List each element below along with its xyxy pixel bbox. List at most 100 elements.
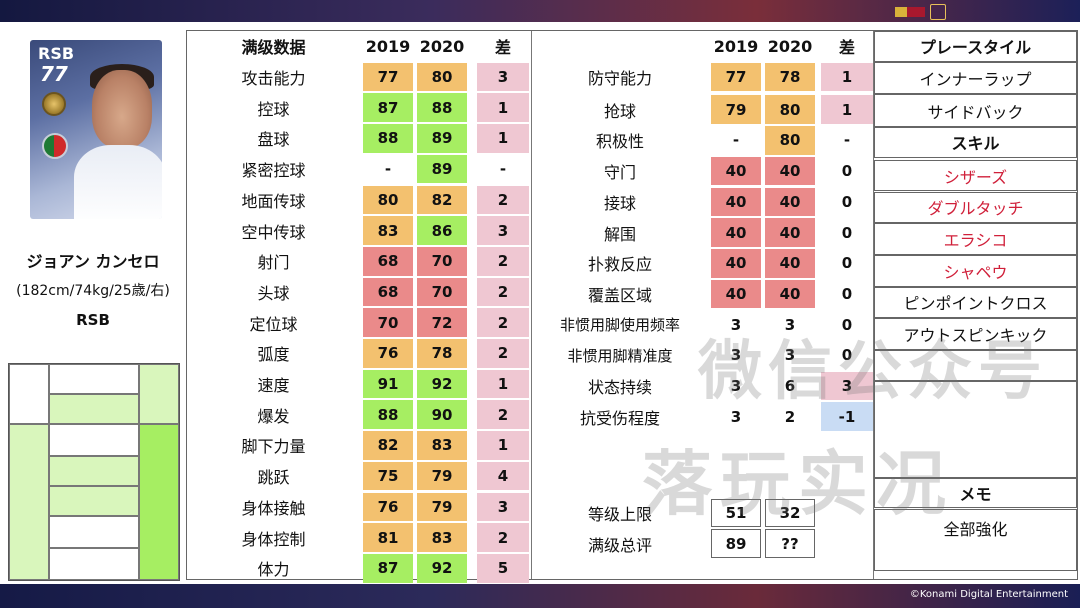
left-stat-2020: 89 bbox=[417, 124, 467, 153]
player-shirt bbox=[74, 145, 162, 219]
left-stat-2020: 83 bbox=[417, 431, 467, 460]
right-stat-2019: 40 bbox=[711, 187, 761, 217]
right-header-2019: 2019 bbox=[713, 36, 759, 56]
position-cell bbox=[49, 424, 139, 456]
left-stat-label: 身体控制 bbox=[241, 529, 306, 549]
right-stat-2020: 3 bbox=[784, 346, 796, 365]
right-stat-diff: 3 bbox=[821, 371, 873, 401]
copyright: ©Konami Digital Entertainment bbox=[909, 589, 1068, 600]
right-stat-diff: 0 bbox=[841, 223, 853, 242]
column-divider bbox=[873, 31, 874, 579]
limit-2020: 32 bbox=[765, 498, 815, 528]
right-stat-2020: 78 bbox=[765, 62, 815, 92]
right-stat-label: 守门 bbox=[603, 163, 636, 183]
right-stat-2020: 80 bbox=[765, 126, 815, 155]
left-stat-2020: 80 bbox=[417, 62, 467, 92]
skill-item: エラシコ bbox=[874, 223, 1077, 255]
stats-table: 满级数据 2019 2020 差攻击能力 77 80 3 控球 87 88 1 盘球 88 89 1 紧密控球… bbox=[186, 30, 1078, 583]
left-stat-label: 定位球 bbox=[249, 314, 298, 334]
left-stat-diff: 2 bbox=[477, 185, 529, 215]
left-stat-diff: 1 bbox=[477, 93, 529, 123]
playstyle-item: サイドバック bbox=[874, 94, 1077, 128]
left-stat-2019: 88 bbox=[363, 124, 413, 153]
left-stat-2020: 90 bbox=[417, 400, 467, 430]
left-stat-diff: 2 bbox=[477, 339, 529, 368]
card-rating: 77 bbox=[40, 62, 68, 86]
left-header-2020: 2020 bbox=[419, 36, 465, 56]
right-header-2020: 2020 bbox=[767, 36, 813, 56]
left-stat-2020: 79 bbox=[417, 492, 467, 522]
limit-2019: 51 bbox=[711, 498, 761, 528]
skills-header: スキル bbox=[874, 127, 1077, 158]
position-cell bbox=[49, 486, 139, 516]
empty-slot bbox=[874, 350, 1077, 381]
left-stat-label: 射门 bbox=[257, 253, 290, 273]
right-stat-diff: -1 bbox=[821, 402, 873, 432]
left-stat-2020: 72 bbox=[417, 308, 467, 337]
right-stat-2019: 3 bbox=[730, 407, 742, 426]
skill-item: シザーズ bbox=[874, 159, 1077, 192]
player-name: ジョアン カンセロ bbox=[26, 252, 160, 271]
right-stat-label: 非惯用脚精准度 bbox=[567, 346, 673, 365]
right-stat-diff: 0 bbox=[841, 284, 853, 303]
left-header-label: 满级数据 bbox=[241, 38, 306, 58]
position-cell bbox=[49, 456, 139, 486]
left-stat-diff: 1 bbox=[477, 369, 529, 399]
memo-text: 全部強化 bbox=[874, 508, 1077, 571]
left-stat-label: 爆发 bbox=[257, 406, 290, 426]
player-card: RSB 77 bbox=[30, 40, 162, 219]
left-stat-label: 空中传球 bbox=[241, 222, 306, 242]
position-cell bbox=[9, 424, 49, 580]
medal-icon bbox=[42, 92, 66, 116]
right-stat-2020: 40 bbox=[765, 218, 815, 247]
left-stat-label: 脚下力量 bbox=[241, 437, 306, 457]
left-stat-label: 地面传球 bbox=[241, 191, 306, 211]
right-stat-label: 非惯用脚使用频率 bbox=[559, 316, 680, 335]
position-cell bbox=[9, 364, 49, 424]
right-stat-label: 接球 bbox=[603, 193, 636, 213]
right-stat-2020: 2 bbox=[784, 407, 796, 426]
left-stat-label: 攻击能力 bbox=[241, 69, 306, 89]
left-stat-diff: 4 bbox=[477, 461, 529, 491]
left-stat-2019: 80 bbox=[363, 185, 413, 215]
left-stat-2019: 88 bbox=[363, 400, 413, 430]
right-stat-2020: 6 bbox=[784, 377, 796, 396]
right-stat-2019: 3 bbox=[730, 315, 742, 334]
position-cell bbox=[49, 548, 139, 580]
left-header-diff: 差 bbox=[494, 38, 511, 58]
right-stat-2019: 40 bbox=[711, 156, 761, 186]
left-stat-diff: 2 bbox=[477, 246, 529, 276]
right-stat-2020: 3 bbox=[784, 315, 796, 334]
left-stat-2020: 70 bbox=[417, 277, 467, 307]
position-cell bbox=[49, 394, 139, 424]
left-stat-2020: 89 bbox=[417, 154, 467, 184]
left-stat-2020: 83 bbox=[417, 523, 467, 552]
left-stat-2020: 86 bbox=[417, 216, 467, 245]
right-header-diff: 差 bbox=[838, 38, 855, 58]
left-stat-2019: 83 bbox=[363, 216, 413, 245]
position-cell bbox=[49, 364, 139, 394]
position-cell bbox=[49, 516, 139, 548]
skill-item: シャペウ bbox=[874, 254, 1077, 287]
right-stat-diff: - bbox=[843, 131, 851, 150]
top-banner bbox=[0, 0, 1080, 22]
left-stat-diff: - bbox=[499, 160, 507, 179]
overall-2019: 89 bbox=[711, 529, 761, 558]
left-stat-2019: 81 bbox=[363, 523, 413, 552]
left-stat-diff: 2 bbox=[477, 400, 529, 430]
left-stat-label: 头球 bbox=[257, 283, 290, 303]
left-stat-2020: 78 bbox=[417, 339, 467, 368]
left-stat-label: 跳跃 bbox=[257, 468, 290, 488]
left-stat-diff: 5 bbox=[477, 553, 529, 583]
right-stat-2019: 40 bbox=[711, 248, 761, 278]
right-stat-2020: 40 bbox=[765, 248, 815, 278]
right-stat-diff: 0 bbox=[841, 346, 853, 365]
overall-label: 满级总评 bbox=[587, 535, 652, 555]
card-position: RSB bbox=[38, 44, 75, 63]
left-stat-2019: - bbox=[384, 160, 392, 179]
right-stat-label: 解围 bbox=[603, 224, 636, 244]
stats-panel bbox=[0, 22, 1080, 584]
position-cell bbox=[139, 364, 179, 424]
left-stat-diff: 3 bbox=[477, 492, 529, 522]
skill-item: ダブルタッチ bbox=[874, 191, 1077, 224]
